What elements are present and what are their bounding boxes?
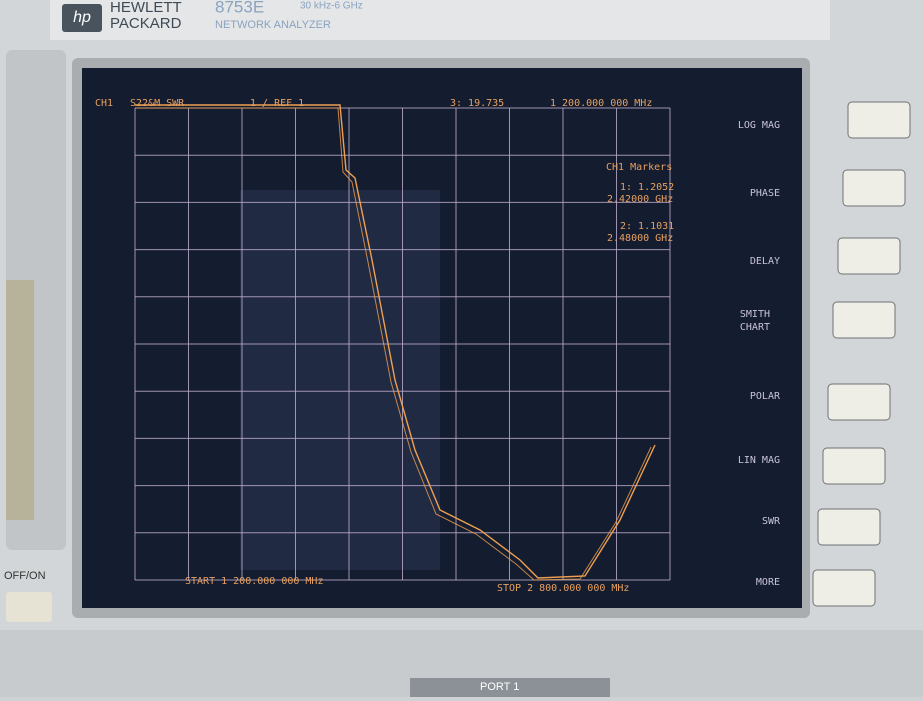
channel: CH1 [95,98,113,109]
softkey-button[interactable] [828,384,890,420]
reflection [240,190,440,570]
start-frequency: START 1 200.000 000 MHz [185,576,323,587]
logo: hp [73,9,91,26]
screen [82,68,802,608]
softkey-label: LOG MAG [738,120,780,131]
softkey-label: LIN MAG [738,455,780,466]
marker-frequency: 1 200.000 000 MHz [550,98,652,109]
softkey-label: POLAR [750,391,781,402]
softkey-button[interactable] [848,102,910,138]
softkey-label: DELAY [750,256,780,267]
measurement: S22&M SWR [130,98,185,109]
brand-line: HEWLETT [110,0,182,16]
softkey-button[interactable] [833,302,895,338]
model: 8753E [215,0,264,16]
marker-value: 2: 1.1031 [620,221,674,232]
marker-list-title: CH1 Markers [606,162,672,173]
softkey-label: MORE [756,577,780,588]
product-name: NETWORK ANALYZER [215,19,331,31]
softkey-label: SWR [762,516,781,527]
port-label: PORT 1 [480,681,519,693]
softkey-button[interactable] [843,170,905,206]
softkey-button[interactable] [818,509,880,545]
stop-frequency: STOP 2 800.000 000 MHz [497,583,629,594]
analyzer-photo: hp HEWLETT PACKARD 8753E 30 kHz-6 GHz NE… [0,0,923,697]
marker-value: 1: 1.2052 [620,182,674,193]
marker-frequency: 2.48000 GHz [607,233,673,244]
marker-readout: 3: 19.735 [450,98,504,109]
freq-range: 30 kHz-6 GHz [300,1,363,12]
scale: 1 / REF 1 [250,98,304,109]
disk-slot [6,280,34,520]
softkey-label: PHASE [750,188,780,199]
brand-line: PACKARD [110,15,182,32]
softkey-button[interactable] [823,448,885,484]
softkey-button[interactable] [838,238,900,274]
power-label: OFF/ON [4,570,46,582]
softkey-button[interactable] [813,570,875,606]
marker-frequency: 2.42000 GHz [607,194,673,205]
power-switch[interactable] [6,592,52,622]
